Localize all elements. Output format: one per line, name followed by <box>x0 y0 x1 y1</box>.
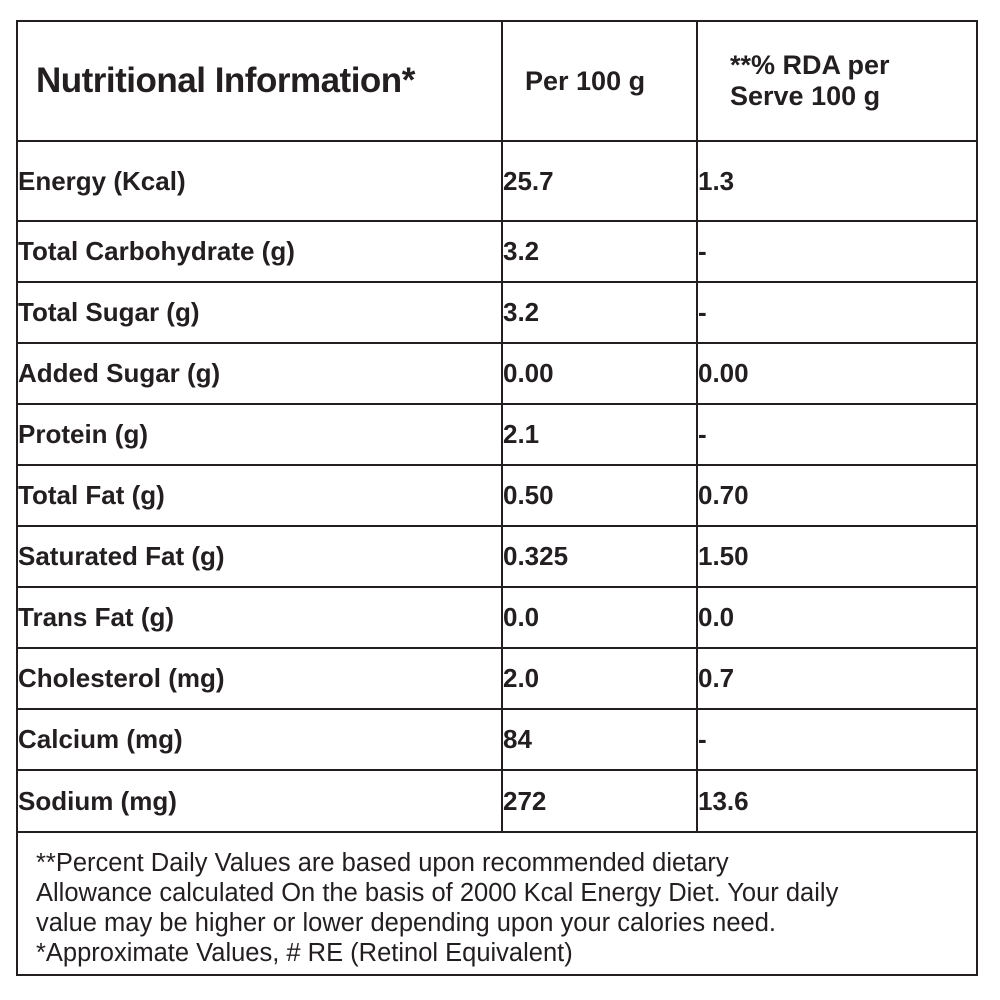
footnote-line: **Percent Daily Values are based upon re… <box>36 849 729 877</box>
footnote-line: Allowance calculated On the basis of 200… <box>36 879 839 907</box>
nutrient-per-100g: 3.2 <box>501 281 698 344</box>
table-row: Trans Fat (g) 0.0 0.0 <box>18 586 976 649</box>
nutrient-name: Total Fat (g) <box>18 464 503 527</box>
nutrient-per-100g: 2.1 <box>501 403 698 466</box>
table-row: Added Sugar (g) 0.00 0.00 <box>18 342 976 405</box>
nutrient-per-100g: 0.325 <box>501 525 698 588</box>
header-nutritional-information: Nutritional Information* <box>18 22 503 142</box>
nutrient-rda: 1.50 <box>696 525 976 588</box>
footnote-line: value may be higher or lower depending u… <box>36 909 776 937</box>
nutrient-name: Energy (Kcal) <box>18 140 503 222</box>
nutrient-rda: 0.00 <box>696 342 976 405</box>
nutrient-rda: - <box>696 281 976 344</box>
table-header-row: Nutritional Information* Per 100 g **% R… <box>18 22 976 142</box>
table-row: Cholesterol (mg) 2.0 0.7 <box>18 647 976 710</box>
nutrient-per-100g: 0.50 <box>501 464 698 527</box>
table-row: Sodium (mg) 272 13.6 <box>18 769 976 833</box>
table-row: Energy (Kcal) 25.7 1.3 <box>18 140 976 222</box>
nutrient-rda: 1.3 <box>696 140 976 222</box>
nutrient-per-100g: 3.2 <box>501 220 698 283</box>
table-row: Total Sugar (g) 3.2 - <box>18 281 976 344</box>
nutrient-name: Saturated Fat (g) <box>18 525 503 588</box>
header-rda-line2: Serve 100 g <box>730 81 881 111</box>
nutrition-panel: Nutritional Information* Per 100 g **% R… <box>16 20 978 976</box>
nutrient-per-100g: 84 <box>501 708 698 771</box>
nutrient-name: Protein (g) <box>18 403 503 466</box>
nutrient-per-100g: 0.00 <box>501 342 698 405</box>
nutrient-name: Calcium (mg) <box>18 708 503 771</box>
nutrient-name: Cholesterol (mg) <box>18 647 503 710</box>
header-per-100g: Per 100 g <box>501 22 698 142</box>
nutrient-name: Total Sugar (g) <box>18 281 503 344</box>
nutrient-rda: - <box>696 708 976 771</box>
nutrient-rda: 0.70 <box>696 464 976 527</box>
nutrient-name: Added Sugar (g) <box>18 342 503 405</box>
footnote-line: *Approximate Values, # RE (Retinol Equiv… <box>36 939 573 967</box>
nutrient-name: Total Carbohydrate (g) <box>18 220 503 283</box>
table-row: Total Fat (g) 0.50 0.70 <box>18 464 976 527</box>
table-row: Total Carbohydrate (g) 3.2 - <box>18 220 976 283</box>
nutrient-per-100g: 2.0 <box>501 647 698 710</box>
table-row: Calcium (mg) 84 - <box>18 708 976 771</box>
nutrient-per-100g: 272 <box>501 769 698 833</box>
nutrient-per-100g: 25.7 <box>501 140 698 222</box>
table-row: Protein (g) 2.1 - <box>18 403 976 466</box>
nutrient-name: Sodium (mg) <box>18 769 503 833</box>
nutrient-rda: 0.0 <box>696 586 976 649</box>
nutrient-rda: - <box>696 403 976 466</box>
header-rda-line1: **% RDA per <box>730 50 890 80</box>
header-rda: **% RDA per Serve 100 g <box>696 22 976 142</box>
nutrient-rda: 13.6 <box>696 769 976 833</box>
nutrient-rda: - <box>696 220 976 283</box>
nutrient-rda: 0.7 <box>696 647 976 710</box>
table-row: Saturated Fat (g) 0.325 1.50 <box>18 525 976 588</box>
nutrient-per-100g: 0.0 <box>501 586 698 649</box>
footnote: **Percent Daily Values are based upon re… <box>36 848 966 968</box>
nutrient-name: Trans Fat (g) <box>18 586 503 649</box>
nutrition-table: Nutritional Information* Per 100 g **% R… <box>18 22 976 833</box>
